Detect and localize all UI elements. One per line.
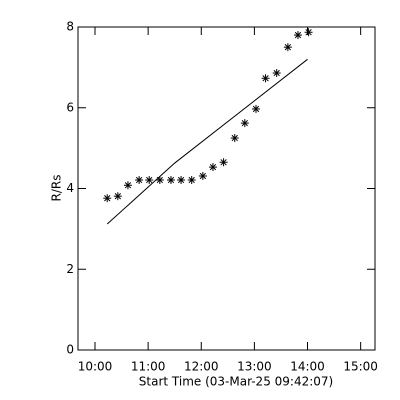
asterisk-stroke	[177, 176, 185, 184]
y-tick-label: 0	[66, 343, 74, 357]
data-point	[261, 74, 270, 83]
asterisk-stroke	[231, 134, 238, 142]
data-point	[135, 176, 144, 185]
data-point	[103, 194, 112, 203]
data-point	[251, 104, 260, 113]
x-axis-label: Start Time (03-Mar-25 09:42:07)	[139, 375, 333, 389]
asterisk-stroke	[262, 75, 269, 82]
data-point	[219, 158, 228, 167]
asterisk-stroke	[124, 182, 132, 189]
y-axis-label: R/Rs	[50, 175, 64, 202]
plot-frame	[77, 26, 376, 351]
data-point	[208, 163, 217, 172]
x-tick-label: 14:00	[290, 360, 325, 374]
y-tick-label: 2	[66, 262, 74, 276]
asterisk-stroke	[294, 31, 302, 39]
data-point	[198, 171, 207, 180]
data-point	[230, 134, 239, 143]
x-tick-label: 11:00	[131, 360, 166, 374]
y-tick-label: 8	[66, 20, 74, 34]
asterisk-stroke	[114, 193, 122, 200]
x-tick-label: 10:00	[78, 360, 113, 374]
data-point	[293, 31, 302, 40]
data-point	[145, 176, 154, 185]
asterisk-stroke	[209, 163, 217, 171]
asterisk-stroke	[156, 176, 163, 184]
asterisk-stroke	[146, 176, 153, 184]
x-tick-label: 13:00	[237, 360, 272, 374]
data-point	[177, 176, 186, 185]
asterisk-stroke	[252, 105, 260, 113]
data-point	[166, 176, 175, 185]
data-point	[113, 192, 122, 201]
asterisk-stroke	[284, 44, 292, 51]
fit-line	[106, 58, 308, 225]
y-tick-label: 4	[66, 181, 74, 195]
asterisk-stroke	[220, 159, 227, 166]
asterisk-stroke	[188, 176, 195, 184]
asterisk-stroke	[241, 119, 248, 127]
data-point	[304, 28, 313, 37]
data-point	[283, 43, 292, 52]
asterisk-stroke	[135, 176, 143, 184]
asterisk-stroke	[273, 69, 280, 77]
data-point	[240, 119, 249, 128]
asterisk-stroke	[199, 172, 207, 180]
data-point	[272, 69, 281, 78]
data-point	[187, 176, 196, 185]
data-point	[123, 181, 132, 190]
asterisk-stroke	[305, 29, 312, 36]
x-tick-label: 12:00	[184, 360, 219, 374]
x-tick-label: 15:00	[343, 360, 378, 374]
asterisk-stroke	[104, 195, 111, 202]
asterisk-stroke	[167, 176, 175, 184]
data-point	[155, 176, 164, 185]
y-tick-label: 6	[66, 100, 74, 114]
